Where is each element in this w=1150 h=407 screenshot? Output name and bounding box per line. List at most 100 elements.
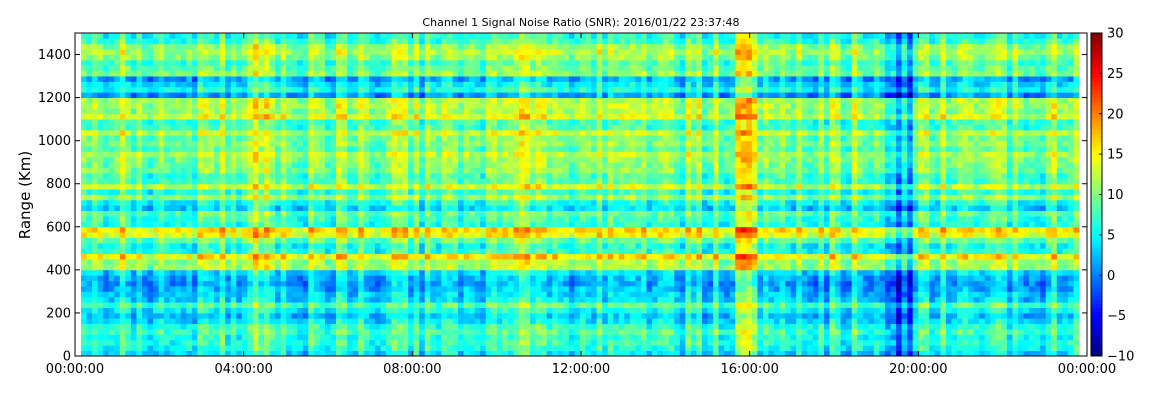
heatmap-cell [519,329,525,335]
heatmap-cell [513,113,520,120]
heatmap-cell [430,189,437,195]
heatmap-cell [402,339,409,346]
heatmap-cell [219,291,226,298]
heatmap-cell [141,162,148,168]
heatmap-cell [324,216,331,222]
heatmap-cell [208,38,215,45]
heatmap-cell [507,183,514,190]
heatmap-cell [130,237,137,244]
heatmap-cell [81,189,87,195]
heatmap-cell [275,140,281,147]
heatmap-cell [119,81,126,88]
heatmap-cell [252,199,259,206]
heatmap-cell [319,237,326,244]
heatmap-cell [419,43,426,50]
heatmap-cell [535,221,542,228]
heatmap-cell [485,210,492,217]
heatmap-cell [225,135,232,142]
heatmap-cell [197,237,204,244]
heatmap-cell [430,194,437,201]
heatmap-cell [397,216,403,222]
heatmap-cell [280,140,287,147]
heatmap-cell [530,216,537,222]
heatmap-cell [130,226,137,233]
heatmap-cell [103,108,110,115]
heatmap-cell [313,286,320,292]
heatmap-cell [330,226,337,233]
heatmap-cell [141,248,148,255]
heatmap-cell [252,156,259,163]
heatmap-cell [363,307,370,314]
heatmap-cell [519,237,525,244]
heatmap-cell [191,291,198,298]
heatmap-cell [369,146,376,152]
heatmap-cell [519,264,525,271]
heatmap-cell [186,146,193,152]
heatmap-cell [236,318,243,325]
heatmap-cell [319,124,326,131]
heatmap-cell [502,269,509,276]
heatmap-cell [530,172,537,179]
heatmap-cell [502,119,509,125]
heatmap-cell [380,135,387,142]
heatmap-cell [81,172,87,179]
heatmap-cell [507,92,514,98]
heatmap-cell [319,183,326,190]
heatmap-cell [513,291,520,298]
heatmap-cell [524,92,531,98]
heatmap-cell [175,43,182,50]
heatmap-cell [430,205,437,212]
heatmap-cell [252,318,259,325]
heatmap-cell [308,156,315,163]
heatmap-cell [330,269,337,276]
heatmap-cell [363,237,370,244]
heatmap-cell [158,232,165,238]
heatmap-cell [336,92,342,98]
heatmap-cell [214,54,221,61]
heatmap-cell [275,291,281,298]
heatmap-cell [380,81,387,88]
heatmap-cell [208,334,215,341]
heatmap-cell [125,129,132,136]
heatmap-cell [513,312,520,319]
heatmap-cell [380,275,387,282]
heatmap-cell [258,124,265,131]
heatmap-cell [469,205,476,212]
heatmap-cell [258,162,265,168]
heatmap-cell [114,167,121,174]
heatmap-cell [419,323,426,330]
heatmap-cell [369,70,376,77]
heatmap-cell [419,345,426,352]
heatmap-cell [153,65,160,72]
heatmap-cell [186,97,193,104]
heatmap-cell [535,97,542,104]
heatmap-cell [507,307,514,314]
heatmap-cell [158,140,165,147]
heatmap-cell [103,350,110,357]
heatmap-cell [202,167,209,174]
heatmap-cell [480,248,487,255]
heatmap-cell [158,70,165,77]
heatmap-cell [252,339,259,346]
heatmap-cell [408,108,415,115]
heatmap-cell [485,194,492,201]
heatmap-cell [147,210,154,217]
heatmap-cell [263,275,270,282]
heatmap-cell [153,102,160,109]
heatmap-cell [186,65,193,72]
heatmap-cell [147,302,154,308]
heatmap-cell [441,167,448,174]
heatmap-cell [452,345,459,352]
heatmap-cell [352,113,359,120]
heatmap-cell [158,65,165,72]
heatmap-cell [474,259,481,265]
heatmap-cell [530,275,537,282]
heatmap-cell [413,108,420,115]
heatmap-cell [125,54,132,61]
heatmap-cell [92,102,99,109]
heatmap-cell [324,350,331,357]
heatmap-cell [169,135,176,142]
heatmap-cell [352,167,359,174]
heatmap-cell [108,183,115,190]
heatmap-cell [108,318,115,325]
